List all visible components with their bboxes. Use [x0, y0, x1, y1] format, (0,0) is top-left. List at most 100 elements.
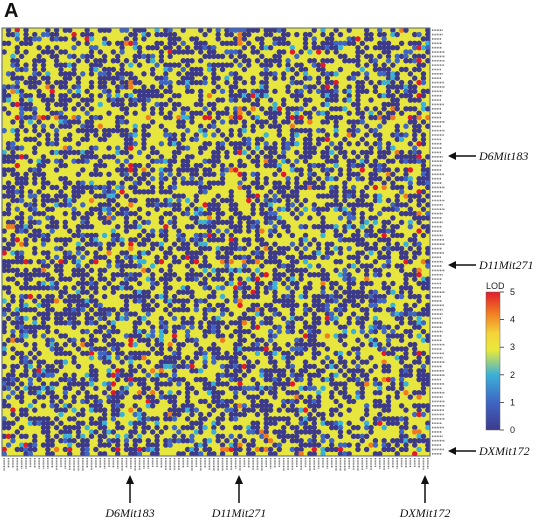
heatmap-cell — [368, 368, 374, 374]
heatmap-cell — [202, 333, 208, 339]
heatmap-cell — [145, 341, 152, 348]
heatmap-cell — [385, 101, 392, 108]
heatmap-cell — [416, 219, 422, 226]
heatmap-cell — [267, 197, 274, 204]
heatmap-cell — [40, 416, 47, 422]
heatmap-cell — [119, 315, 125, 322]
heatmap-cell — [280, 219, 287, 226]
heatmap-cell — [149, 298, 156, 304]
heatmap-cell — [158, 324, 165, 330]
heatmap-cell — [280, 298, 287, 304]
heatmap-cell — [115, 127, 121, 134]
heatmap-cell — [206, 171, 213, 178]
heatmap-cell — [237, 127, 243, 134]
heatmap-cell — [110, 403, 117, 409]
heatmap-cell — [215, 36, 221, 42]
heatmap-cell — [145, 92, 152, 99]
heatmap-cell — [425, 359, 431, 365]
heatmap-cell — [180, 424, 186, 431]
heatmap-cell — [163, 114, 169, 121]
heatmap-cell — [88, 407, 95, 413]
heatmap-cell — [385, 407, 392, 413]
heatmap-cell — [280, 403, 287, 409]
heatmap-cell — [80, 149, 86, 156]
heatmap-cell — [259, 389, 265, 396]
heatmap-cell — [350, 302, 357, 309]
heatmap-cell — [237, 114, 243, 121]
heatmap-cell — [215, 237, 221, 243]
heatmap-cell — [80, 272, 86, 278]
heatmap-cell — [219, 62, 226, 68]
heatmap-cell — [359, 416, 366, 422]
heatmap-cell — [355, 368, 361, 374]
heatmap-cell — [115, 389, 121, 396]
heatmap-cell — [315, 372, 322, 378]
heatmap-cell — [167, 53, 173, 60]
heatmap-cell — [5, 184, 12, 191]
heatmap-cell — [272, 429, 278, 435]
heatmap-cell — [224, 306, 230, 313]
heatmap-cell — [202, 306, 208, 313]
heatmap-cell — [350, 58, 357, 64]
heatmap-cell — [294, 438, 300, 444]
heatmap-cell — [329, 376, 335, 383]
heatmap-cell — [119, 189, 125, 195]
heatmap-cell — [136, 180, 143, 186]
heatmap-cell — [407, 285, 414, 291]
heatmap-cell — [259, 210, 265, 217]
heatmap-cell — [198, 280, 204, 287]
heatmap-cell — [333, 306, 339, 313]
heatmap-cell — [62, 97, 69, 103]
heatmap-cell — [40, 311, 47, 317]
heatmap-cell — [123, 106, 130, 112]
heatmap-cell — [272, 119, 278, 125]
heatmap-cell — [311, 311, 317, 317]
heatmap-cell — [101, 276, 108, 282]
heatmap-cell — [254, 289, 261, 295]
heatmap-cell — [119, 106, 125, 112]
heatmap-cell — [276, 407, 283, 413]
heatmap-cell — [350, 132, 357, 138]
heatmap-cell — [254, 254, 261, 260]
heatmap-cell — [49, 389, 55, 396]
heatmap-cell — [49, 298, 55, 304]
heatmap-cell — [176, 101, 182, 108]
heatmap-cell — [71, 315, 77, 322]
heatmap-cell — [141, 376, 147, 383]
heatmap-cell — [211, 320, 217, 326]
heatmap-cell — [110, 49, 117, 55]
heatmap-cell — [350, 328, 357, 335]
heatmap-cell — [372, 197, 379, 204]
heatmap-cell — [285, 263, 291, 269]
heatmap-cell — [237, 385, 243, 392]
heatmap-cell — [280, 315, 287, 322]
heatmap-cell — [141, 141, 147, 147]
heatmap-cell — [176, 79, 182, 86]
heatmap-cell — [66, 376, 73, 383]
heatmap-cell — [311, 44, 317, 51]
heatmap-cell — [202, 210, 208, 217]
heatmap-cell — [237, 210, 243, 217]
heatmap-cell — [128, 184, 134, 191]
heatmap-cell — [149, 106, 156, 112]
marker-label-bottom-1: D6Mit183 — [105, 506, 155, 520]
heatmap-cell — [372, 398, 379, 405]
heatmap-cell — [259, 206, 265, 212]
heatmap-cell — [88, 180, 95, 186]
heatmap-cell — [32, 237, 38, 243]
heatmap-cell — [346, 429, 352, 435]
heatmap-cell — [298, 250, 304, 256]
heatmap-cell — [167, 197, 173, 204]
heatmap-cell — [106, 245, 112, 252]
heatmap-cell — [110, 372, 117, 378]
heatmap-cell — [263, 302, 269, 309]
heatmap-cell — [14, 154, 20, 160]
heatmap-cell — [333, 206, 339, 212]
heatmap-cell — [425, 184, 431, 191]
heatmap-cell — [285, 298, 291, 304]
heatmap-cell — [311, 363, 317, 370]
heatmap-cell — [123, 333, 130, 339]
heatmap-cell — [250, 424, 256, 431]
heatmap-cell — [149, 53, 156, 60]
heatmap-cell — [184, 75, 191, 81]
